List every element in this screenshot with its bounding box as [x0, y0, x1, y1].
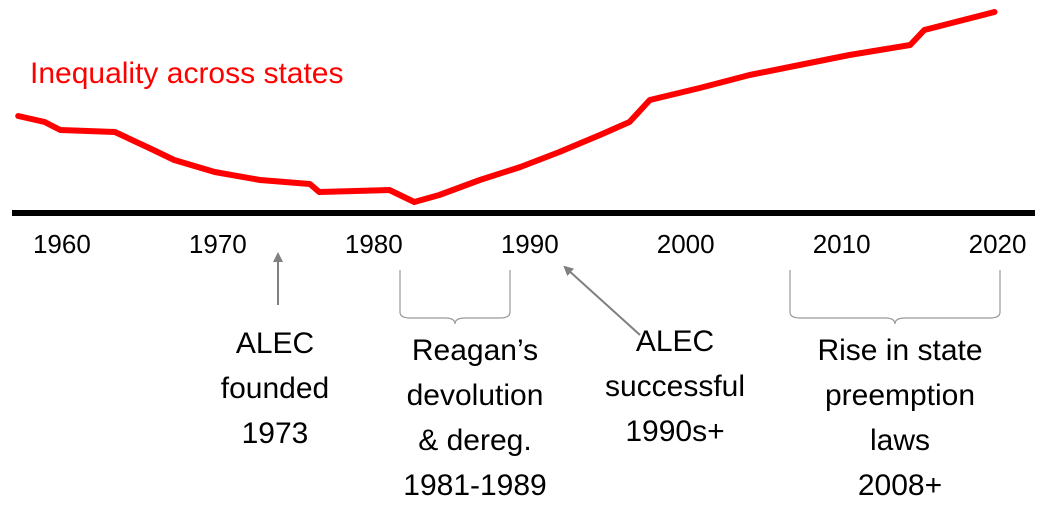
line [15, 9, 998, 205]
x-tick-label: 2000 [657, 229, 715, 259]
x-tick-label: 2020 [969, 229, 1027, 259]
x-tick-label: 1980 [345, 229, 403, 259]
annotation-text: 1973 [242, 417, 309, 450]
annotation-text: ALEC [236, 327, 314, 360]
x-tick-label: 1960 [33, 229, 91, 259]
series-label: Inequality across states [30, 57, 344, 90]
annotation-text: preemption [825, 379, 975, 412]
annotation-text: Rise in state [817, 334, 982, 367]
bracket [789, 270, 1001, 325]
annotation-text: founded [221, 372, 329, 405]
arrow [563, 265, 641, 336]
bracket [399, 270, 511, 325]
annotation-text: & dereg. [418, 424, 531, 457]
annotation-text: ALEC [636, 325, 714, 358]
annotation-text: 1981-1989 [403, 469, 546, 502]
annotation-text: Reagan’s [412, 334, 538, 367]
x-tick-label: 2010 [813, 229, 871, 259]
annotation-text: 2008+ [858, 469, 942, 502]
x-tick-label: 1970 [189, 229, 247, 259]
annotation-text: laws [870, 424, 930, 457]
annotation-text: 1990s+ [625, 415, 724, 448]
annotation-text: successful [605, 370, 745, 403]
annotation-text: devolution [407, 379, 544, 412]
x-tick-label: 1990 [501, 229, 559, 259]
